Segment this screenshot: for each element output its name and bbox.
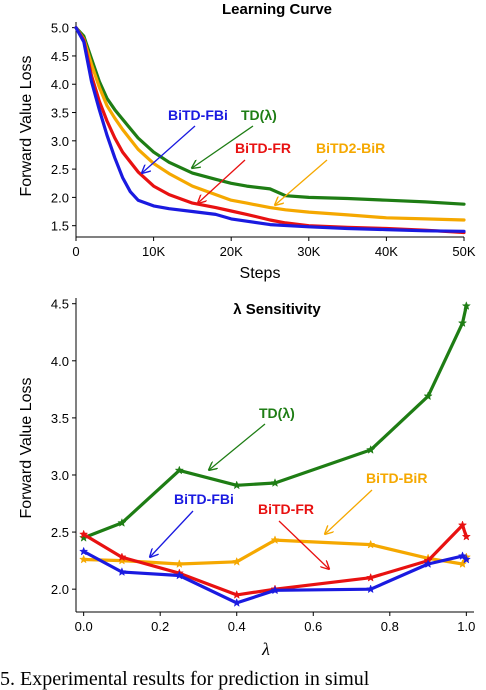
- y-tick-label: 2.5: [51, 525, 69, 540]
- annotations: TD(λ) BiTD-BiR BiTD-FBi BiTD-FR: [150, 405, 427, 569]
- data-point-td: [457, 318, 468, 328]
- y-tick-label: 5.0: [51, 21, 69, 36]
- axes: 1.5 2.0 2.5 3.0 3.5 4.0 4.5 5.0 0 10K 20K 30K 40K 50K: [51, 21, 476, 259]
- y-axis-label: Forward Value Loss: [18, 377, 35, 518]
- annotation-arrow-bitd2-bir: [275, 159, 328, 205]
- y-tick-label: 2.5: [51, 162, 69, 177]
- series-line-bitd-fbi: [82, 549, 468, 605]
- data-point-bitd-fr: [461, 531, 471, 541]
- x-tick-label: 10K: [142, 244, 165, 259]
- x-tick-label: 0.8: [381, 619, 399, 634]
- data-point-bitd-fbi: [366, 584, 376, 594]
- annotation-bitd-fbi: BiTD-FBi: [168, 107, 228, 123]
- data-point-bitd-fbi: [461, 554, 471, 564]
- chart-title: λ Sensitivity: [233, 301, 321, 318]
- annotation-arrow-bitd-fbi: [142, 125, 196, 173]
- x-tick-label: 50K: [452, 244, 475, 259]
- data-point-bitd-bir: [174, 559, 184, 568]
- y-tick-label: 2.0: [51, 582, 69, 597]
- data-point-bitd-bir: [270, 535, 280, 545]
- data-point-bitd-fr: [79, 529, 89, 539]
- annotation-arrow-td-lambda: [209, 423, 266, 470]
- annotation-bitd-fbi: BiTD-FBi: [174, 491, 234, 507]
- data-point-bitd-fbi: [270, 585, 280, 595]
- data-point-td: [423, 391, 433, 401]
- series-line-bitd-bir: [82, 538, 468, 566]
- x-tick-label: 0.2: [151, 619, 169, 634]
- x-tick-label: 0.6: [304, 619, 322, 634]
- annotation-arrow-bitd-fr: [198, 159, 246, 203]
- data-point-bitd-fbi: [423, 559, 433, 568]
- y-tick-label: 2.0: [51, 190, 69, 205]
- y-tick-label: 3.0: [51, 134, 69, 149]
- y-tick-label: 3.5: [51, 411, 69, 426]
- x-tick-label: 0.4: [228, 619, 246, 634]
- y-axis-label: Forward Value Loss: [18, 55, 35, 196]
- annotation-arrow-td-lambda: [192, 125, 254, 168]
- annotation-arrow-bitd-fbi: [150, 510, 194, 557]
- x-tick-label: 0: [72, 244, 79, 259]
- data-point-bitd-bir: [366, 539, 376, 549]
- y-tick-label: 4.0: [51, 354, 69, 369]
- annotation-bitd-fr: BiTD-FR: [258, 501, 314, 517]
- data-point-bitd-fr: [366, 572, 376, 582]
- data-point-td: [174, 465, 184, 475]
- x-axis-label: λ: [261, 639, 270, 659]
- x-tick-label: 20K: [220, 244, 243, 259]
- series-line-td: [74, 26, 466, 206]
- x-tick-label: 0.0: [75, 619, 93, 634]
- figure-caption: 5. Experimental results for prediction i…: [0, 668, 370, 690]
- data-point-bitd-bir: [232, 556, 242, 566]
- data-point-bitd-bir: [457, 559, 468, 568]
- data-point-td: [366, 445, 376, 454]
- y-tick-label: 1.5: [51, 219, 69, 234]
- chart-title: Learning Curve: [222, 1, 332, 18]
- x-axis-label: Steps: [240, 265, 281, 282]
- y-tick-label: 4.5: [51, 49, 69, 64]
- data-point-td: [461, 301, 471, 310]
- annotations: BiTD-FBi TD(λ) BiTD-FR BiTD2-BiR: [142, 107, 385, 205]
- annotation-arrow-bitd-bir: [325, 489, 373, 534]
- series-group: [74, 26, 466, 235]
- lambda-sensitivity-chart: λ Sensitivity Forward Value Loss λ 2.02.…: [18, 297, 475, 659]
- y-tick-label: 4.0: [51, 77, 69, 92]
- series-group: [79, 301, 471, 607]
- data-point-bitd-fbi: [457, 551, 468, 560]
- x-tick-label: 40K: [375, 244, 398, 259]
- data-point-bitd-fbi: [174, 570, 184, 580]
- x-tick-label: 1.0: [457, 619, 475, 634]
- data-point-td: [232, 480, 242, 490]
- annotation-bitd-bir: BiTD-BiR: [366, 470, 427, 486]
- annotation-bitd-fr: BiTD-FR: [235, 140, 291, 156]
- series-line-bitd2-bir: [74, 26, 466, 222]
- chart-title-text: λ Sensitivity: [233, 301, 321, 318]
- annotation-td-lambda: TD(λ): [259, 405, 295, 421]
- data-point-bitd-fbi: [79, 546, 89, 556]
- axes: 2.0 2.5 3.0 3.5 4.0 4.5 0.0 0.2 0.4 0.6 0.8 1.0: [51, 297, 475, 634]
- data-point-bitd-fbi: [117, 567, 127, 576]
- data-point-td: [270, 478, 280, 487]
- y-tick-label: 4.5: [51, 297, 69, 312]
- series-line-bitd-fbi: [74, 26, 466, 233]
- data-point-bitd-fr: [232, 590, 242, 599]
- data-point-td: [117, 517, 127, 527]
- data-point-bitd-fbi: [232, 598, 242, 607]
- data-point-bitd-fr: [457, 520, 468, 530]
- annotation-bitd2-bir: BiTD2-BiR: [316, 140, 385, 156]
- annotation-arrow-bitd-fr: [278, 520, 329, 569]
- y-tick-label: 3.5: [51, 106, 69, 121]
- data-point-bitd-fr: [117, 552, 127, 562]
- x-tick-label: 30K: [297, 244, 320, 259]
- learning-curve-chart: Learning Curve Forward Value Loss Steps …: [18, 1, 476, 282]
- data-point-bitd-bir: [79, 554, 89, 564]
- annotation-td-lambda: TD(λ): [241, 107, 277, 123]
- y-tick-label: 3.0: [51, 468, 69, 483]
